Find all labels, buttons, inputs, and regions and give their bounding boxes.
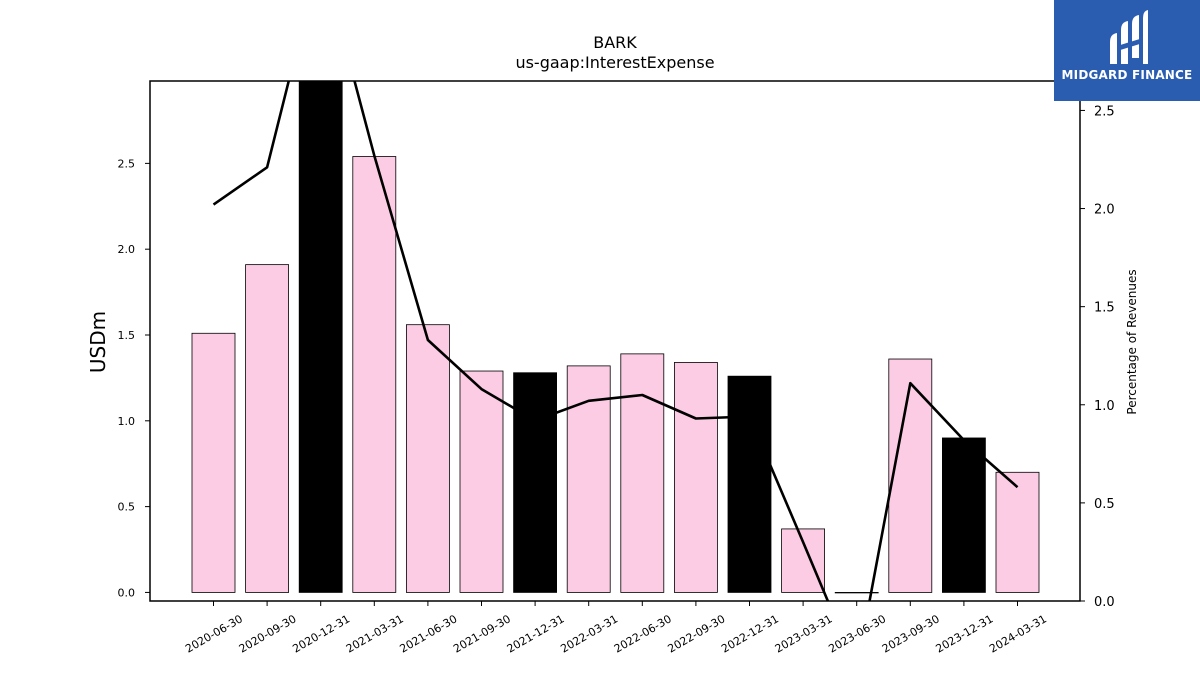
- y-tick-label-left: 0.0: [118, 586, 136, 599]
- bar-2021-03-31: [352, 156, 397, 593]
- line-group: [212, 81, 1019, 601]
- x-tick-label: 2020-06-30: [183, 612, 245, 655]
- bars-group: [191, 81, 1040, 594]
- x-tick-label: 2022-09-30: [666, 612, 728, 655]
- bar-2022-03-31: [566, 365, 611, 593]
- x-tick-label: 2023-09-30: [880, 612, 942, 655]
- bar-2021-06-30: [405, 324, 450, 593]
- bar-2023-12-31: [942, 437, 986, 593]
- chart-subtitle: us-gaap:InterestExpense: [515, 53, 714, 72]
- x-tick-label: 2024-03-31: [987, 612, 1049, 655]
- y-tick-label-left: 1.0: [118, 415, 136, 428]
- y-axis-label-right: Percentage of Revenues: [1125, 269, 1139, 414]
- x-tick-label: 2021-06-30: [398, 612, 460, 655]
- y-tick-label-left: 2.5: [118, 157, 136, 170]
- y-tick-label-right: 1.0: [1094, 399, 1115, 414]
- midgard-finance-logo: MIDGARD FINANCE: [1054, 0, 1200, 101]
- bar-2022-06-30: [620, 353, 665, 593]
- y-tick-label-right: 0.0: [1094, 595, 1115, 610]
- bar-2021-09-30: [459, 370, 504, 593]
- x-tick-label: 2023-06-30: [826, 612, 888, 655]
- logo-text: MIDGARD FINANCE: [1061, 68, 1193, 82]
- x-tick-label: 2021-03-31: [344, 612, 406, 655]
- bar-2024-03-31: [995, 471, 1040, 593]
- y-axis-label-left: USDm: [86, 311, 110, 373]
- y-tick-label-right: 2.5: [1094, 104, 1115, 119]
- y-tick-label-right: 0.5: [1094, 497, 1115, 512]
- y-tick-label-right: 2.0: [1094, 203, 1115, 218]
- x-tick-label: 2020-12-31: [290, 612, 352, 655]
- bar-2022-09-30: [674, 362, 718, 593]
- percentage-of-revenues-line: [212, 81, 1019, 601]
- x-tick-label: 2021-09-30: [451, 612, 513, 655]
- y-tick-label-left: 1.5: [118, 329, 136, 342]
- bar-2020-12-31: [298, 81, 343, 593]
- bar-2021-12-31: [513, 372, 557, 593]
- y-tick-label-left: 2.0: [118, 243, 136, 256]
- bar-2020-06-30: [191, 332, 236, 593]
- x-tick-label: 2023-03-31: [773, 612, 835, 655]
- x-tick-label: 2023-12-31: [934, 612, 996, 655]
- x-tick-label: 2020-09-30: [237, 612, 299, 655]
- bar-2022-12-31: [727, 375, 772, 593]
- y-tick-label-left: 0.5: [118, 501, 136, 514]
- x-tick-label: 2022-12-31: [719, 612, 781, 655]
- logo-mark-icon: [1110, 10, 1148, 64]
- bar-2020-09-30: [245, 264, 290, 593]
- bar-2023-03-31: [781, 528, 825, 593]
- bar-2023-06-30: [834, 592, 879, 594]
- x-tick-label: 2022-03-31: [558, 612, 620, 655]
- x-tick-label: 2021-12-31: [505, 612, 567, 655]
- y-tick-label-right: 1.5: [1094, 301, 1115, 316]
- bar-2023-09-30: [888, 358, 933, 593]
- chart-title: BARK: [593, 33, 637, 52]
- plot-frame: [149, 80, 1081, 602]
- x-tick-label: 2022-06-30: [612, 612, 674, 655]
